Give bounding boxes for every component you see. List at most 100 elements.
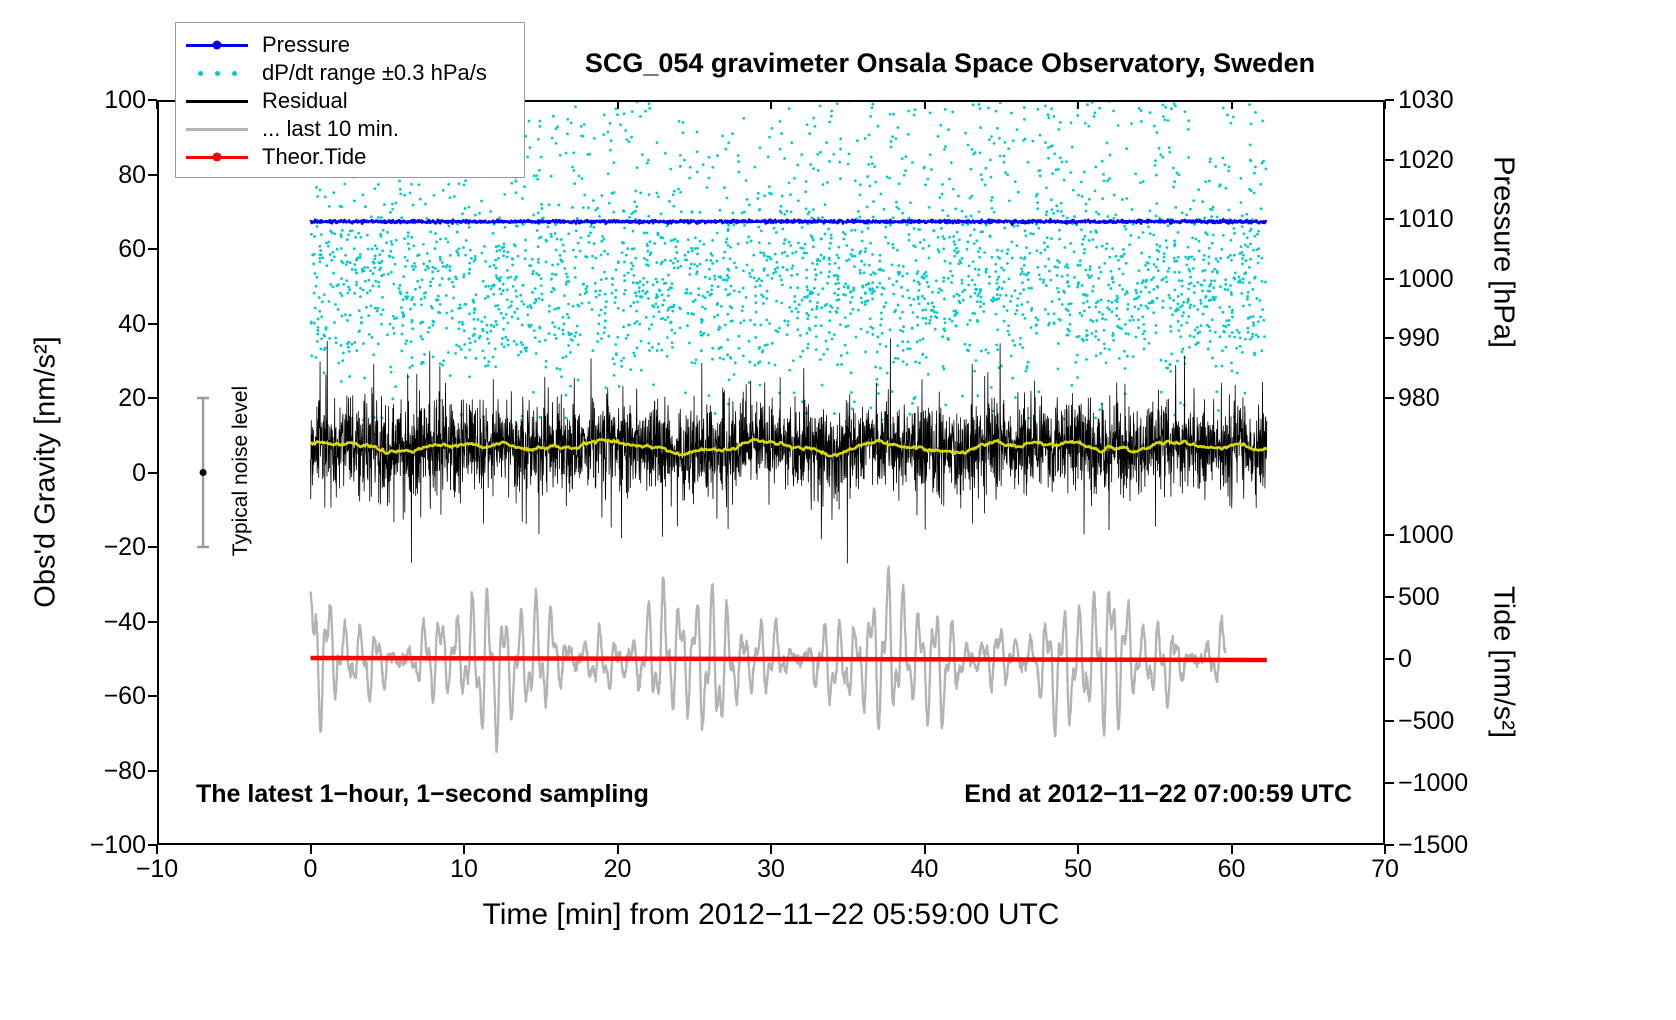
x-tick-label: 70 (1371, 855, 1399, 883)
tick-mark (1385, 158, 1394, 161)
tick-mark (1077, 100, 1079, 109)
tick-mark (1385, 277, 1394, 280)
gravity-tick-label: 80 (118, 160, 146, 189)
tick-mark (616, 100, 619, 109)
legend-item-1: dP/dt range ±0.3 hPa/s (186, 59, 514, 87)
tick-mark (1385, 844, 1394, 846)
tick-mark (148, 844, 157, 846)
legend: Pressure dP/dt range ±0.3 hPa/s Residual..… (175, 22, 525, 178)
tide-tick-label: −500 (1398, 707, 1455, 736)
tide-tick-label: 500 (1398, 583, 1440, 612)
gravity-tick-label: 60 (118, 235, 146, 263)
legend-item-0: Pressure (186, 31, 514, 59)
dot-marker-icon (212, 152, 222, 162)
tide-tick-label: 1000 (1398, 521, 1454, 550)
tick-mark (1077, 845, 1079, 854)
gravity-tick-label: 40 (118, 309, 146, 338)
line-marker-icon (186, 99, 248, 103)
x-tick-label: 20 (603, 855, 632, 883)
tide-axis-label: Tide [nm/s²] (1487, 585, 1520, 739)
x-tick-label: 0 (303, 855, 318, 883)
gravity-tick-label: −20 (103, 533, 146, 561)
end-time-annotation: End at 2012−11−22 07:00:59 UTC (964, 780, 1352, 808)
line-swatch-icon (186, 122, 248, 136)
dot-marker-icon (214, 70, 220, 76)
tide-tick-label: 0 (1398, 645, 1412, 674)
pressure-tick-label: 1000 (1398, 264, 1454, 293)
tide-tick-label: −1500 (1398, 831, 1469, 859)
tick-mark (1385, 782, 1394, 785)
tick-mark (770, 845, 772, 854)
sampling-annotation: The latest 1−hour, 1−second sampling (196, 780, 649, 808)
legend-label: dP/dt range ±0.3 hPa/s (262, 60, 487, 85)
tick-mark (148, 769, 157, 772)
dotted-swatch-icon (186, 66, 248, 80)
legend-item-2: Residual (186, 87, 514, 115)
tick-mark (156, 845, 158, 854)
tick-mark (1385, 596, 1394, 599)
x-tick-label: 60 (1217, 855, 1246, 883)
tick-mark (1385, 534, 1394, 537)
chart-canvas (157, 100, 1385, 845)
tick-mark (1385, 337, 1394, 340)
gravity-tick-label: −100 (89, 831, 146, 859)
gravity-axis-label: Obs'd Gravity [nm/s²] (29, 336, 62, 608)
tick-mark (616, 845, 619, 854)
tick-mark (1384, 845, 1386, 854)
tick-mark (1230, 100, 1233, 109)
gravity-tick-label: −80 (103, 756, 146, 785)
gravity-tick-label: 20 (118, 384, 146, 412)
tide-tick-label: −1000 (1398, 769, 1469, 798)
tick-mark (1384, 100, 1386, 109)
noise-level-label: Typical noise level (229, 385, 252, 557)
tick-mark (1385, 99, 1394, 101)
line-marker-icon (186, 127, 248, 131)
line-swatch-icon (186, 94, 248, 108)
gravity-tick-label: 0 (132, 458, 146, 487)
tick-mark (148, 620, 157, 623)
legend-label: ... last 10 min. (262, 116, 399, 141)
tick-mark (923, 100, 926, 109)
tick-mark (309, 845, 312, 854)
tick-mark (1385, 397, 1394, 399)
pressure-tick-label: 1030 (1398, 86, 1454, 114)
gravity-tick-label: −60 (103, 682, 146, 710)
pressure-axis-label: Pressure [hPa] (1487, 156, 1520, 348)
tick-mark (148, 397, 157, 399)
x-tick-label: 50 (1064, 855, 1092, 883)
legend-label: Residual (262, 88, 348, 113)
line-swatch-icon (186, 150, 248, 164)
tick-mark (148, 99, 157, 101)
tick-mark (1385, 658, 1394, 661)
tick-mark (770, 100, 772, 109)
x-tick-label: 30 (757, 855, 785, 883)
chart-title: SCG_054 gravimeter Onsala Space Observat… (584, 48, 1316, 78)
x-tick-label: 10 (450, 855, 478, 883)
pressure-tick-label: 980 (1398, 384, 1440, 412)
tick-mark (148, 546, 157, 548)
x-axis-label: Time [min] from 2012−11−22 05:59:00 UTC (482, 898, 1060, 931)
pressure-tick-label: 990 (1398, 324, 1440, 353)
x-tick-label: −10 (135, 855, 179, 883)
tick-mark (1385, 720, 1394, 723)
dot-marker-icon (212, 40, 222, 50)
tick-mark (148, 322, 157, 325)
dot-marker-icon (231, 70, 237, 76)
tick-mark (923, 845, 926, 854)
legend-label: Theor.Tide (262, 144, 367, 169)
tick-mark (1385, 218, 1394, 221)
x-tick-label: 40 (910, 855, 939, 883)
tick-mark (463, 845, 465, 854)
line-swatch-icon (186, 38, 248, 52)
tick-mark (156, 100, 158, 109)
tick-mark (148, 471, 157, 474)
tick-mark (1230, 845, 1233, 854)
legend-label: Pressure (262, 32, 351, 57)
legend-item-3: ... last 10 min. (186, 115, 514, 143)
dot-marker-icon (197, 70, 203, 76)
legend-item-4: Theor.Tide (186, 143, 514, 171)
tick-mark (148, 173, 157, 176)
pressure-tick-label: 1020 (1398, 145, 1454, 174)
pressure-tick-label: 1010 (1398, 205, 1454, 234)
